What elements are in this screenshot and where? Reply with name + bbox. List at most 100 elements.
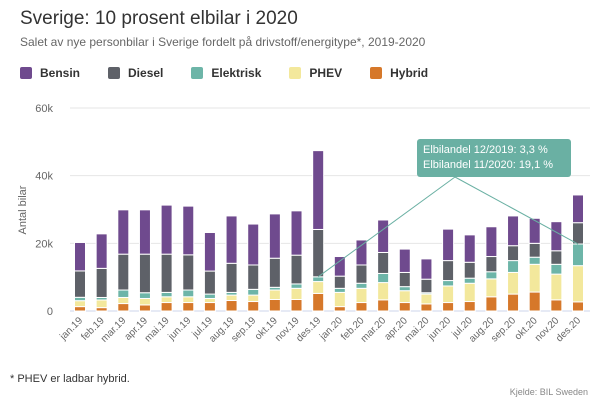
bar-segment-bensin [572, 194, 584, 224]
x-tick-label: jun.19 [166, 315, 194, 343]
bar-segment-bensin [160, 204, 173, 255]
bar-segment-diesel [507, 245, 520, 262]
bar-segment-elektrisk [528, 256, 541, 265]
legend-label: Hybrid [390, 66, 429, 80]
bar-segment-hybrid [485, 296, 498, 312]
bar-segment-phev [247, 294, 260, 303]
bar-segment-bensin [268, 213, 281, 259]
bar-segment-phev [225, 294, 238, 302]
x-tick-label: sep.20 [489, 315, 518, 344]
legend-item-elektrisk[interactable]: Elektrisk [191, 66, 261, 80]
bar-segment-diesel [203, 270, 216, 295]
bar-segment-elektrisk [312, 276, 325, 283]
bar-segment-hybrid [528, 291, 541, 312]
bar-segment-hybrid [420, 303, 433, 312]
footnote: * PHEV er ladbar hybrid. [10, 373, 130, 385]
bar-segment-diesel [550, 250, 563, 265]
bar-segment-bensin [290, 210, 303, 256]
bar-segment-phev [333, 291, 346, 308]
x-tick-label: mar.19 [99, 315, 129, 345]
bar-segment-bensin [74, 241, 86, 272]
legend-swatch [191, 67, 204, 79]
bar-segment-phev [74, 300, 86, 308]
legend-label: Bensin [40, 66, 81, 80]
x-tick-label: mai.19 [143, 315, 172, 344]
y-tick-label: 20k [35, 238, 53, 250]
legend-swatch [108, 67, 121, 79]
bar-segment-phev [463, 282, 476, 303]
bar-segment-diesel [95, 267, 108, 298]
bar-segment-phev [160, 296, 173, 304]
bar-segment-hybrid [398, 302, 411, 312]
bar-segment-bensin [507, 215, 520, 247]
bar-segment-elektrisk [290, 283, 303, 289]
bar-segment-diesel [290, 254, 303, 285]
bar-segment-bensin [463, 234, 476, 263]
legend-swatch [20, 67, 32, 79]
bar-segment-diesel [160, 253, 173, 293]
bar-segment-bensin [377, 219, 390, 253]
bar-segment-diesel [225, 262, 238, 293]
bar-segment-hybrid [182, 302, 195, 312]
bar-segment-phev [398, 290, 411, 304]
y-tick-label: 40k [35, 171, 53, 183]
bar-segment-phev [138, 297, 151, 306]
source-credit: Kjelde: BIL Sweden [509, 387, 588, 397]
bar-segment-bensin [333, 256, 346, 277]
bar-segment-bensin [485, 226, 498, 258]
legend-item-bensin[interactable]: Bensin [20, 66, 80, 80]
x-tick-label: des.19 [294, 315, 323, 344]
bar-segment-phev [182, 296, 195, 304]
bar-segment-hybrid [312, 292, 325, 312]
legend-label: PHEV [309, 66, 343, 80]
bar-segment-hybrid [442, 302, 455, 312]
bar-segment-phev [355, 287, 368, 304]
bar-segment-phev [95, 299, 108, 309]
bar-segment-diesel [355, 264, 368, 284]
bar-segment-hybrid [247, 301, 260, 312]
annotation-line-1: Elbilandel 12/2019: 3,3 % [423, 144, 548, 156]
bar-segment-elektrisk [182, 289, 195, 298]
bar-segment-elektrisk [550, 263, 563, 275]
bar-segment-diesel [333, 275, 346, 289]
legend-item-phev[interactable]: PHEV [289, 66, 342, 80]
bar-segment-hybrid [507, 293, 520, 312]
bar-segment-hybrid [95, 307, 108, 312]
bar-segment-phev [528, 263, 541, 293]
bar-segment-elektrisk [117, 289, 130, 298]
bar-segment-elektrisk [485, 271, 498, 280]
bar-segment-elektrisk [398, 286, 411, 292]
bar-segment-phev [550, 273, 563, 301]
bar-segment-hybrid [160, 302, 173, 312]
bar-segment-hybrid [117, 303, 130, 312]
bar-segment-elektrisk [74, 296, 86, 302]
bar-segment-hybrid [290, 298, 303, 312]
legend-label: Diesel [128, 66, 164, 80]
bar-segment-diesel [572, 222, 584, 245]
bar-segment-bensin [117, 209, 130, 255]
legend-swatch [370, 67, 383, 79]
bar-segment-diesel [463, 261, 476, 279]
bar-segment-hybrid [333, 306, 346, 312]
legend-label: Elektrisk [211, 66, 262, 80]
bar-segment-diesel [377, 251, 390, 274]
bar-segment-elektrisk [463, 277, 476, 284]
bar-segment-elektrisk [203, 293, 216, 299]
bar-segment-bensin [247, 223, 260, 266]
bar-segment-elektrisk [160, 291, 173, 298]
bar-segment-elektrisk [442, 280, 455, 287]
bar-segment-hybrid [377, 299, 390, 312]
bar-segment-diesel [268, 257, 281, 288]
bar-segment-diesel [420, 278, 433, 294]
x-tick-label: des.20 [554, 315, 583, 344]
bar-segment-bensin [203, 232, 216, 272]
bar-segment-phev [268, 289, 281, 300]
bar-segment-phev [312, 281, 325, 294]
bar-segment-hybrid [138, 304, 151, 312]
bar-segment-diesel [528, 242, 541, 258]
legend-item-diesel[interactable]: Diesel [108, 66, 163, 80]
legend-item-hybrid[interactable]: Hybrid [370, 66, 428, 80]
bar-segment-bensin [420, 258, 433, 280]
bar-segment-phev [203, 297, 216, 304]
